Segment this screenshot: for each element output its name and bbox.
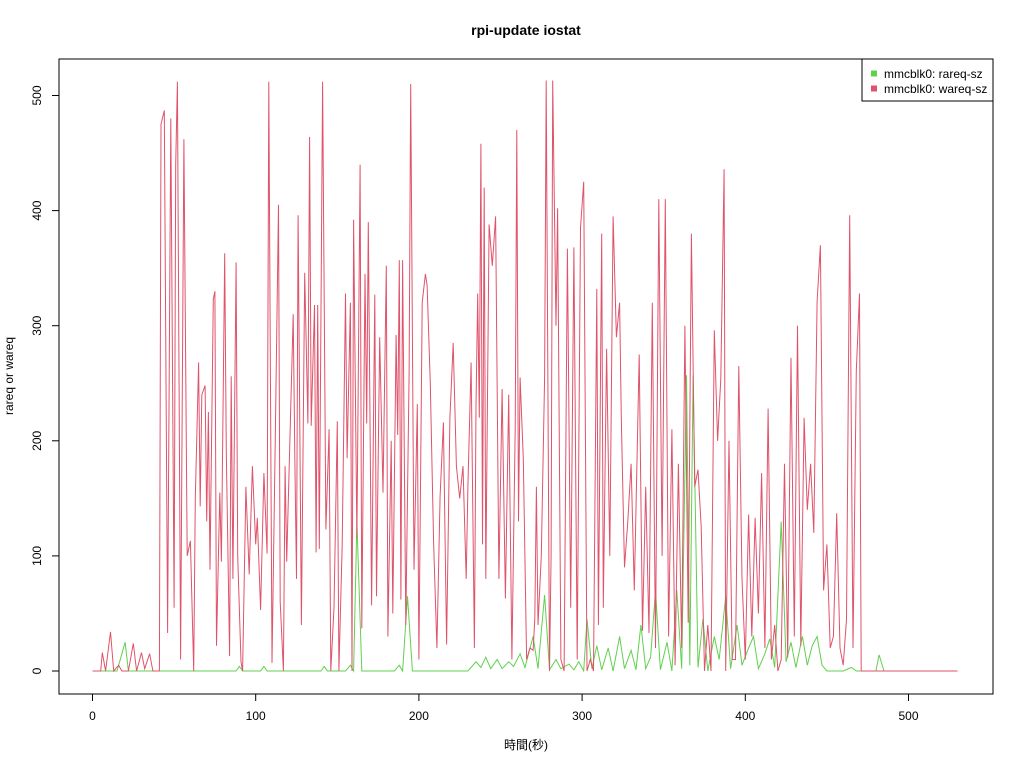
x-tick-label: 400 — [735, 709, 755, 723]
y-tick-label: 300 — [30, 315, 44, 335]
x-axis: 0 100 200 300 400 500 — [89, 693, 919, 723]
series-layer — [92, 80, 958, 673]
y-axis: 0 100 200 300 400 500 — [30, 85, 60, 674]
y-tick-label: 400 — [30, 200, 44, 220]
legend-swatch — [871, 85, 877, 92]
x-tick-label: 500 — [898, 709, 918, 723]
series-line-rareq-sz — [92, 375, 958, 673]
x-tick-label: 0 — [89, 709, 96, 723]
chart-title: rpi-update iostat — [471, 22, 581, 38]
legend-label: mmcblk0: wareq-sz — [884, 82, 987, 96]
y-tick-label: 0 — [30, 667, 44, 674]
x-tick-label: 200 — [409, 709, 429, 723]
y-axis-label: rareq or wareq — [2, 337, 16, 415]
series-line-wareq-sz — [92, 80, 958, 673]
legend-swatch — [871, 70, 877, 77]
x-tick-label: 300 — [572, 709, 592, 723]
x-axis-label: 時間(秒) — [504, 738, 548, 752]
y-tick-label: 200 — [30, 430, 44, 450]
x-tick-label: 100 — [246, 709, 266, 723]
y-tick-label: 500 — [30, 85, 44, 105]
legend-box — [861, 58, 994, 102]
y-tick-label: 100 — [30, 546, 44, 566]
legend-label: mmcblk0: rareq-sz — [884, 67, 983, 81]
